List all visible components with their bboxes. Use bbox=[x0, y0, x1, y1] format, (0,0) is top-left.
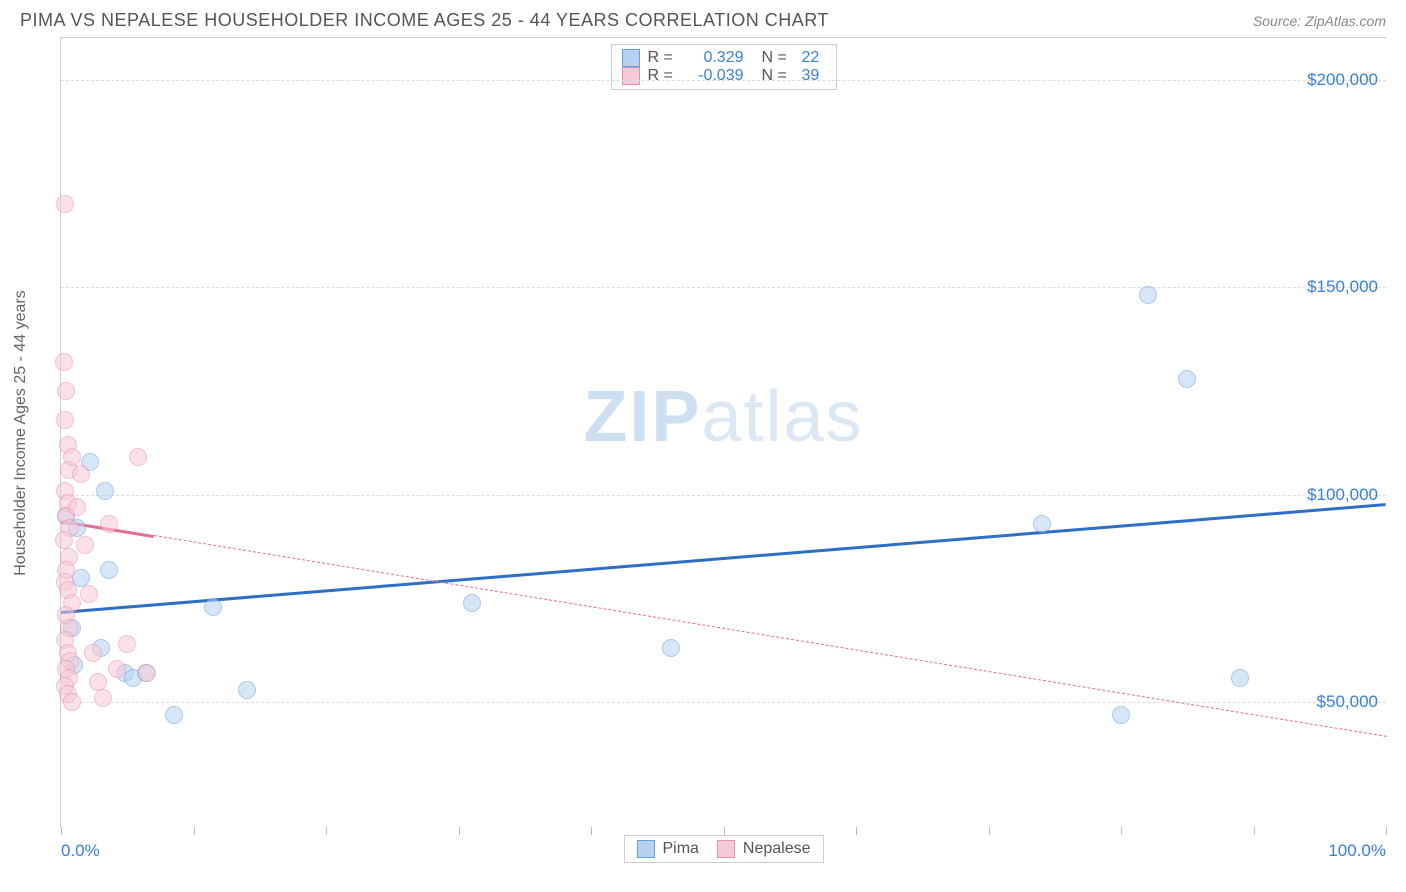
x-tick bbox=[459, 827, 460, 835]
nepalese-r-value: -0.039 bbox=[686, 67, 744, 85]
data-point bbox=[63, 448, 81, 466]
correlation-chart: Householder Income Ages 25 - 44 years ZI… bbox=[60, 37, 1386, 827]
data-point bbox=[68, 498, 86, 516]
x-tick bbox=[194, 827, 195, 835]
x-tick bbox=[856, 827, 857, 835]
grid-line bbox=[61, 80, 1386, 81]
legend-swatch-icon bbox=[636, 840, 654, 858]
chart-title: PIMA VS NEPALESE HOUSEHOLDER INCOME AGES… bbox=[20, 10, 829, 31]
data-point bbox=[118, 635, 136, 653]
data-point bbox=[84, 644, 102, 662]
data-point bbox=[72, 465, 90, 483]
y-tick-label: $50,000 bbox=[1317, 692, 1378, 712]
x-axis-max-label: 100.0% bbox=[1328, 841, 1386, 861]
data-point bbox=[463, 594, 481, 612]
y-tick-label: $200,000 bbox=[1307, 70, 1378, 90]
data-point bbox=[204, 598, 222, 616]
nepalese-swatch-icon bbox=[622, 67, 640, 85]
data-point bbox=[138, 664, 156, 682]
x-tick bbox=[989, 827, 990, 835]
grid-line bbox=[61, 495, 1386, 496]
data-point bbox=[1033, 515, 1051, 533]
data-point bbox=[1139, 286, 1157, 304]
data-point bbox=[96, 482, 114, 500]
data-point bbox=[108, 660, 126, 678]
pima-n-value: 22 bbox=[802, 49, 826, 67]
data-point bbox=[94, 689, 112, 707]
data-point bbox=[100, 515, 118, 533]
x-axis-min-label: 0.0% bbox=[61, 841, 100, 861]
x-tick bbox=[1121, 827, 1122, 835]
x-tick bbox=[724, 827, 725, 835]
legend-row-nepalese: R = -0.039 N = 39 bbox=[622, 67, 826, 85]
x-tick bbox=[591, 827, 592, 835]
legend-label: Nepalese bbox=[743, 840, 811, 858]
data-point bbox=[55, 353, 73, 371]
data-point bbox=[100, 561, 118, 579]
legend-label: Pima bbox=[662, 840, 698, 858]
data-point bbox=[55, 531, 73, 549]
data-point bbox=[1178, 370, 1196, 388]
watermark: ZIPatlas bbox=[583, 376, 863, 458]
data-point bbox=[57, 382, 75, 400]
series-legend: Pima Nepalese bbox=[623, 835, 823, 863]
y-axis-label: Householder Income Ages 25 - 44 years bbox=[12, 290, 30, 576]
legend-row-pima: R = 0.329 N = 22 bbox=[622, 49, 826, 67]
y-tick-label: $100,000 bbox=[1307, 485, 1378, 505]
data-point bbox=[165, 706, 183, 724]
data-point bbox=[129, 448, 147, 466]
pima-r-value: 0.329 bbox=[686, 49, 744, 67]
trend-line bbox=[61, 503, 1386, 614]
correlation-legend: R = 0.329 N = 22 R = -0.039 N = 39 bbox=[611, 44, 837, 90]
data-point bbox=[1231, 669, 1249, 687]
legend-item: Pima bbox=[636, 840, 698, 858]
data-point bbox=[80, 585, 98, 603]
data-point bbox=[1112, 706, 1130, 724]
chart-header: PIMA VS NEPALESE HOUSEHOLDER INCOME AGES… bbox=[0, 0, 1406, 37]
x-tick bbox=[326, 827, 327, 835]
data-point bbox=[56, 411, 74, 429]
data-point bbox=[662, 639, 680, 657]
pima-swatch-icon bbox=[622, 49, 640, 67]
data-point bbox=[63, 693, 81, 711]
data-point bbox=[76, 536, 94, 554]
data-point bbox=[89, 673, 107, 691]
trend-line bbox=[154, 535, 1386, 737]
y-tick-label: $150,000 bbox=[1307, 277, 1378, 297]
x-tick bbox=[61, 827, 62, 835]
grid-line bbox=[61, 287, 1386, 288]
legend-item: Nepalese bbox=[717, 840, 811, 858]
legend-swatch-icon bbox=[717, 840, 735, 858]
chart-source: Source: ZipAtlas.com bbox=[1253, 13, 1386, 29]
data-point bbox=[238, 681, 256, 699]
nepalese-n-value: 39 bbox=[802, 67, 826, 85]
data-point bbox=[56, 195, 74, 213]
x-tick bbox=[1386, 827, 1387, 835]
x-tick bbox=[1254, 827, 1255, 835]
